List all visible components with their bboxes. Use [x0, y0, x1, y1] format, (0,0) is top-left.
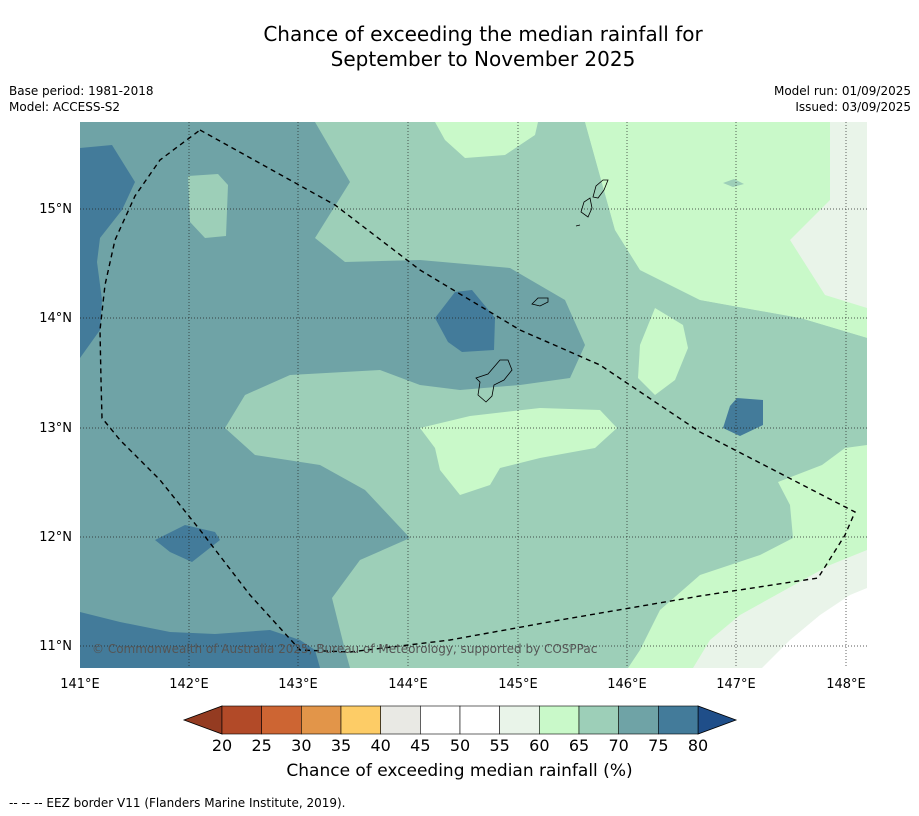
islands [475, 179, 609, 403]
island-rota [531, 297, 549, 307]
colorbar-tick: 70 [608, 736, 628, 755]
colorbar-tick: 40 [370, 736, 390, 755]
colorbar: 20 25 30 35 40 45 50 55 60 65 70 75 80 [182, 705, 738, 755]
title-line-1: Chance of exceeding the median rainfall … [263, 22, 703, 46]
colorbar-segment [420, 705, 461, 735]
region-75-80-east [723, 398, 763, 436]
region-75-80-west [80, 145, 135, 358]
rainfall-map: © Commonwealth of Australia 2025, Bureau… [39, 122, 867, 755]
longitude-labels: 141°E 142°E 143°E 144°E 145°E 146°E 147°E 148°E [60, 677, 866, 692]
colorbar-segment [221, 705, 262, 735]
lon-label: 141°E [60, 677, 100, 692]
region-60-65-mideast [638, 308, 688, 395]
region-75-80-south [80, 612, 320, 668]
region-75-80-center [435, 290, 495, 352]
lat-label: 12°N [39, 530, 72, 545]
eez-border [99, 129, 856, 653]
region-60-65-top [435, 122, 538, 158]
colorbar-segment [301, 705, 342, 735]
base-period-text: Base period: 1981-2018 [9, 84, 154, 98]
colorbar-segment [340, 705, 381, 735]
colorbar-under-arrow [182, 705, 223, 735]
colorbar-tick: 65 [569, 736, 589, 755]
colorbar-over-arrow [697, 705, 738, 735]
model-run-text: Model run: 01/09/2025 [773, 84, 911, 98]
colorbar-tick: 60 [529, 736, 549, 755]
meta-right: Model run: 01/09/2025 Issued: 03/09/2025 [774, 83, 911, 115]
title-line-2: September to November 2025 [330, 47, 636, 71]
colorbar-segment [578, 705, 619, 735]
meta-left: Base period: 1981-2018 Model: ACCESS-S2 [9, 83, 154, 115]
lon-label: 144°E [388, 677, 428, 692]
graticule [80, 122, 867, 668]
colorbar-tick: 80 [688, 736, 708, 755]
island-tinian [580, 197, 593, 218]
lon-label: 148°E [826, 677, 866, 692]
island-saipan [592, 179, 609, 199]
colorbar-segment [618, 705, 659, 735]
colorbar-tick: 45 [410, 736, 430, 755]
colorbar-segment [380, 705, 421, 735]
lon-label: 145°E [498, 677, 538, 692]
colorbar-segment [261, 705, 302, 735]
region-65-70-small [188, 174, 228, 238]
colorbar-segment [539, 705, 580, 735]
colorbar-segment [658, 705, 699, 735]
colorbar-segment [459, 705, 500, 735]
lat-label: 11°N [39, 639, 72, 654]
colorbar-label: Chance of exceeding median rainfall (%) [286, 761, 633, 781]
latitude-labels: 15°N 14°N 13°N 12°N 11°N [39, 202, 72, 654]
lat-label: 14°N [39, 311, 72, 326]
lon-label: 142°E [169, 677, 209, 692]
lon-label: 146°E [607, 677, 647, 692]
chart-title: Chance of exceeding the median rainfall … [0, 22, 919, 72]
contour-fill [80, 122, 867, 668]
colorbar-tick: 30 [291, 736, 311, 755]
copyright-text: © Commonwealth of Australia 2025, Bureau… [92, 642, 597, 656]
lat-label: 15°N [39, 202, 72, 217]
colorbar-tick: 35 [331, 736, 351, 755]
colorbar-tick: 20 [212, 736, 232, 755]
region-60-65-ne-main [585, 122, 867, 338]
region-55-60-ne [790, 122, 867, 308]
footnote: -- -- -- EEZ border V11 (Flanders Marine… [9, 796, 346, 810]
colorbar-tick: 50 [450, 736, 470, 755]
region-75-80-sw [155, 525, 220, 562]
colorbar-tick: 55 [489, 736, 509, 755]
colorbar-tick: 75 [648, 736, 668, 755]
island-aguijan [575, 224, 581, 227]
region-65-70-east [225, 122, 867, 668]
colorbar-tick: 25 [251, 736, 271, 755]
region-65-70-ne-dot [723, 179, 744, 187]
region-below-55-se [762, 588, 867, 668]
island-guam [475, 359, 513, 403]
region-60-65-center [420, 408, 617, 495]
model-text: Model: ACCESS-S2 [9, 100, 121, 114]
lon-label: 143°E [278, 677, 318, 692]
lat-label: 13°N [39, 421, 72, 436]
lon-label: 147°E [716, 677, 756, 692]
issued-text: Issued: 03/09/2025 [795, 100, 911, 114]
colorbar-segment [499, 705, 540, 735]
